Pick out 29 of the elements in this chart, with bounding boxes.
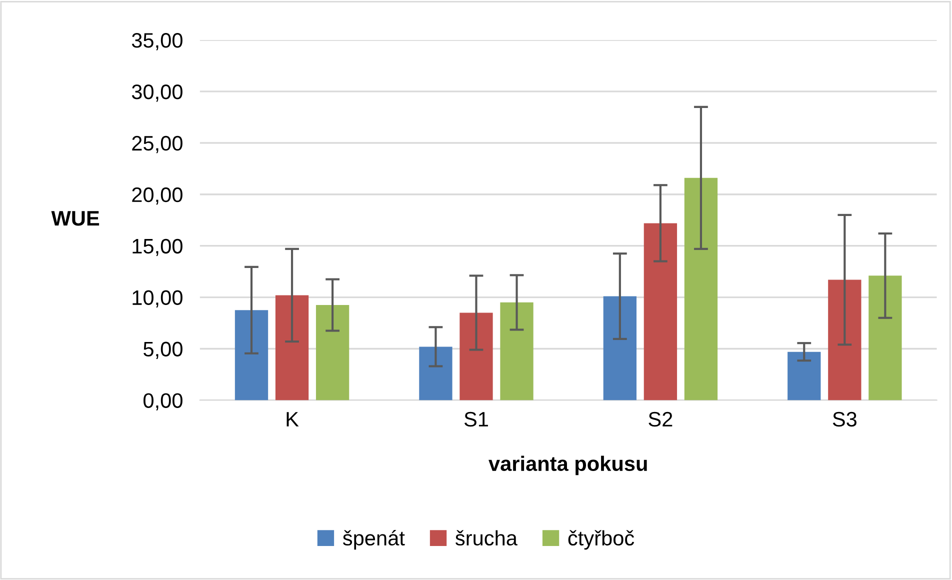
y-tick-label: 35,00 — [132, 33, 182, 50]
bar — [316, 305, 350, 400]
y-tick-label: 0,00 — [144, 393, 182, 410]
legend-label: šrucha — [456, 530, 518, 546]
bar — [275, 295, 309, 400]
y-tick-label: 30,00 — [132, 84, 182, 102]
bar — [500, 302, 534, 400]
bar — [460, 312, 493, 400]
y-tick-label: 5,00 — [144, 342, 182, 359]
legend-label: špenát — [342, 530, 405, 550]
y-tick-label: 15,00 — [132, 238, 182, 256]
y-tick-label: 25,00 — [132, 136, 182, 154]
bar — [788, 352, 821, 400]
bar — [828, 280, 862, 400]
x-tick-label: S1 — [464, 412, 488, 427]
bar — [419, 346, 452, 400]
y-tick-label: 20,00 — [132, 187, 182, 205]
bar — [684, 178, 718, 400]
x-tick-label: K — [286, 412, 299, 426]
bar — [603, 296, 636, 400]
legend-label: čtyřboč — [568, 530, 634, 550]
bar — [868, 276, 902, 400]
x-axis-title: varianta pokusu — [488, 456, 647, 476]
y-tick-label: 10,00 — [132, 290, 182, 308]
x-tick-label: S3 — [832, 412, 856, 427]
x-tick-label: S2 — [648, 412, 672, 427]
y-axis-title: WUE — [51, 211, 100, 226]
bar — [644, 223, 678, 400]
bar — [234, 310, 268, 400]
